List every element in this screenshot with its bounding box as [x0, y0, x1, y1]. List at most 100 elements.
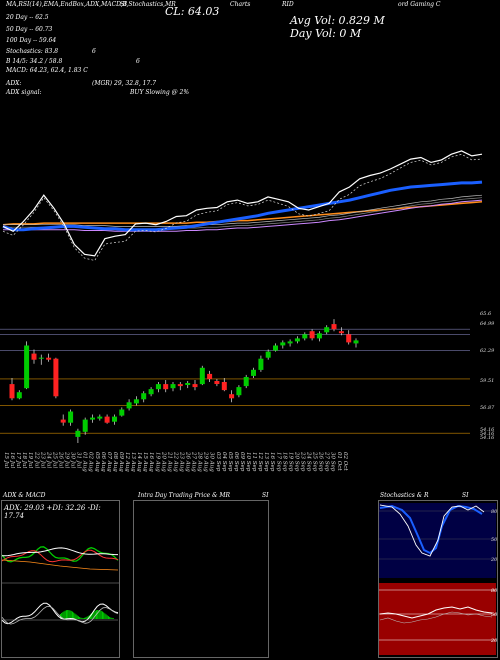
date-label-40: 10 Sep [245, 452, 251, 472]
macd-hist-bar-22 [86, 616, 88, 619]
date-label-44: 16 Sep [269, 452, 275, 472]
avg-volume: Avg Vol: 0.829 M [290, 14, 385, 27]
macd-hist-bar-43 [111, 617, 113, 619]
date-label-30: 26 Aug [185, 451, 191, 472]
macd-hist-bar-13 [75, 614, 77, 619]
date-label-54: 30 Sep [330, 452, 336, 472]
intra-pane-suffix: SI [262, 492, 269, 499]
date-label-53: 27 Sep [324, 451, 330, 472]
rsi-signal-line [379, 611, 493, 624]
date-label-48: 20 Sep [293, 451, 299, 472]
macd-hist-bar-34 [100, 610, 102, 619]
macd-signal-line [1, 605, 119, 625]
adx-label: ADX: [6, 80, 22, 87]
stoch-tick-0: 80 [491, 509, 498, 515]
macd-hist-bar-27 [92, 612, 94, 619]
candle-body-13 [104, 416, 110, 423]
macd-hist-bar-20 [84, 617, 85, 619]
macd-hist-bar-35 [102, 611, 103, 619]
ema100-line [2, 201, 483, 226]
buy-signal: BUY Slowing @ 2% [130, 89, 190, 96]
macd-label: MACD: 64.23, 62.4, 1.83 C [6, 67, 88, 74]
candle-body-41 [309, 331, 315, 339]
macd-hist-bar-14 [76, 615, 78, 619]
candle-body-46 [346, 334, 352, 343]
close-label: CL: 64.03 [165, 5, 220, 18]
date-label-41: 11 Sep [251, 452, 257, 472]
date-label-31: 27 Aug [191, 451, 197, 472]
ticker: RID [282, 1, 294, 8]
date-label-16: 06 Aug [100, 452, 106, 472]
macd-hist-bar-33 [99, 610, 101, 619]
macd-hist-bar-44 [112, 618, 114, 619]
macd-hist-bar-19 [82, 618, 84, 619]
date-label-3: 18 Jul [21, 452, 27, 468]
candle-body-16 [126, 402, 132, 409]
date-label-49: 23 Sep [299, 451, 305, 472]
macd-hist-bar-8 [69, 610, 71, 619]
stoch-pane-suffix: SI [462, 492, 469, 499]
date-label-22: 14 Aug [136, 452, 142, 472]
date-label-0: 15 Jul [3, 452, 9, 468]
adx-line [1, 547, 118, 557]
price-tick-5: 54.16 [480, 427, 495, 434]
candle-body-20 [155, 384, 161, 390]
stoch-pane-title: Stochastics & R [380, 492, 429, 499]
candle-body-22 [170, 384, 176, 389]
candle-body-4 [38, 357, 44, 359]
macd-hist-bar-36 [103, 612, 105, 619]
candle-body-3 [31, 353, 37, 360]
candle-body-0 [9, 384, 15, 399]
macd-hist-bar-29 [94, 610, 96, 619]
candle-body-25 [192, 384, 198, 388]
macd-hist-bar-28 [93, 611, 95, 619]
macd-hist-bar-17 [80, 617, 82, 619]
ema100-label: 100 Day -- 59.64 [6, 37, 57, 44]
date-label-8: 25 Jul [51, 451, 57, 468]
candle-body-32 [243, 377, 249, 387]
intraday-pane [133, 500, 269, 658]
macd-hist-bar-1 [61, 613, 63, 619]
date-label-43: 13 Sep [263, 452, 269, 472]
macd-hist-bar-37 [104, 613, 106, 619]
stoch-label: Stochastics: 83.8 [6, 48, 59, 55]
date-label-2: 17 Jul [15, 452, 21, 468]
company: ord Gaming C [398, 1, 441, 8]
candle-body-36 [273, 345, 278, 351]
macd-hist-bar-23 [87, 616, 89, 619]
adx-minus-di-line [1, 549, 119, 563]
macd-hist-bar-3 [63, 611, 65, 619]
candle-body-18 [141, 393, 147, 400]
ema50-label: 50 Day -- 60.73 [6, 26, 53, 33]
date-label-14: 02 Aug [88, 452, 94, 472]
adx-plus-di-line [1, 546, 119, 563]
candle-body-38 [287, 341, 293, 344]
adx-pane-title: ADX & MACD [3, 492, 46, 499]
price-tick-4: 56.87 [480, 404, 495, 411]
candle-body-24 [185, 383, 191, 385]
candle-body-45 [338, 331, 344, 334]
stoch-extra: 6 [92, 48, 96, 55]
date-label-1: 16 Jul [9, 452, 15, 468]
candle-body-6 [53, 358, 59, 397]
candle-body-47 [353, 340, 359, 344]
stoch-tick-1: 50 [491, 537, 498, 543]
date-label-39: 09 Sep [239, 452, 245, 472]
candle-body-29 [221, 382, 227, 391]
macd-hist-bar-41 [109, 616, 111, 619]
candle-body-5 [46, 357, 52, 360]
date-label-37: 05 Sep [227, 452, 233, 472]
candle-body-19 [148, 389, 154, 395]
date-label-12: 31 Jul [76, 452, 82, 468]
date-label-19: 09 Aug [118, 452, 124, 472]
candle-body-27 [207, 373, 213, 379]
macd-hist-bar-6 [67, 610, 69, 619]
rsi-background [379, 583, 496, 655]
ema50-line-a [3, 194, 483, 227]
date-label-47: 19 Sep [287, 452, 293, 472]
stoch-tick-2: 20 [490, 557, 498, 563]
main-price-chart: 15 Jul 16 Jul 17 Jul 18 Jul 19 Jul 22 Jul 23 J… [0, 150, 483, 472]
charts-label: Charts [230, 1, 251, 8]
candle-body-1 [16, 392, 22, 399]
date-label-29: 23 Aug [178, 451, 184, 472]
